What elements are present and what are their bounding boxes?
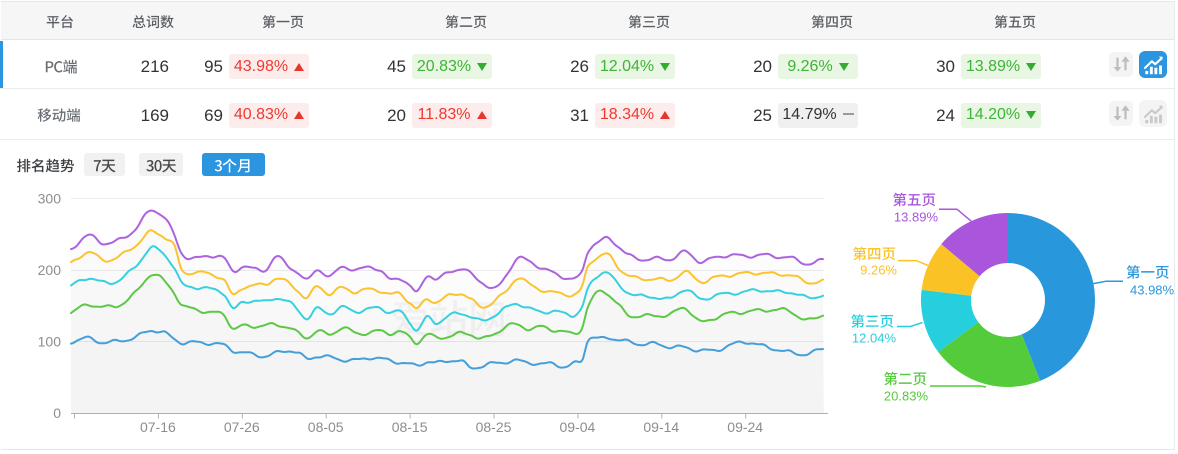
svg-text:9.26%: 9.26% [860,263,897,278]
svg-text:200: 200 [38,262,62,278]
svg-text:0: 0 [53,405,61,421]
svg-text:13.89%: 13.89% [894,210,939,225]
svg-text:08-25: 08-25 [476,419,512,435]
svg-text:09-24: 09-24 [727,419,763,435]
svg-text:08-15: 08-15 [392,419,428,435]
svg-text:07-26: 07-26 [224,419,260,435]
svg-text:100: 100 [38,334,62,350]
svg-text:300: 300 [38,191,62,207]
svg-text:20.83%: 20.83% [884,389,929,404]
svg-text:07-16: 07-16 [140,419,176,435]
svg-text:09-04: 09-04 [559,419,595,435]
svg-text:09-14: 09-14 [643,419,679,435]
svg-text:08-05: 08-05 [308,419,344,435]
svg-text:12.04%: 12.04% [852,331,897,346]
svg-text:43.98%: 43.98% [1130,283,1175,298]
